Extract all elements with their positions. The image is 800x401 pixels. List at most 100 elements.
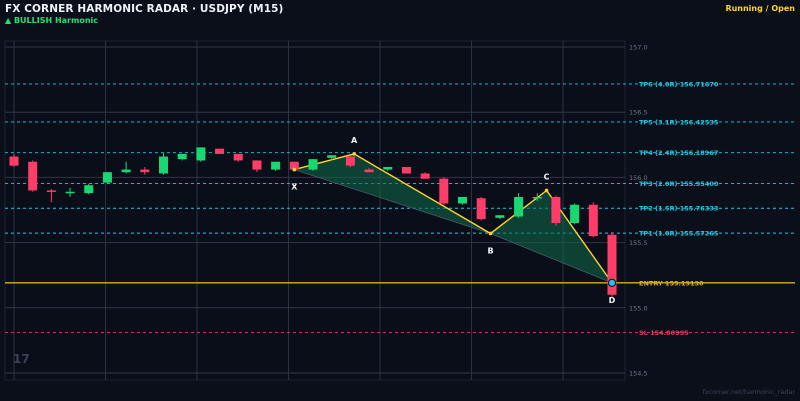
point-label-a: A [351,136,358,145]
candle-body [252,160,262,170]
candle [495,215,505,220]
candle [327,155,337,161]
y-tick-label: 157.0 [629,44,648,52]
candle-body [289,161,299,170]
candle [252,160,262,173]
window-title: FX CORNER HARMONIC RADAR · USDJPY (M15) [5,3,284,15]
candle [196,147,206,162]
candle-body [233,153,243,161]
candle-body [532,196,542,199]
pattern-direction-label: ▲ BULLISH Harmonic [5,16,98,25]
candle-body [588,204,598,237]
candle-body [177,153,187,160]
level-label-entry: ENTRY 155.19130 [639,279,704,287]
candle-body [9,156,19,166]
candle-body [514,196,524,217]
point-label-x: X [291,183,298,192]
candle-body [102,172,112,183]
candle-body [271,161,281,170]
bd-diagonal [490,233,613,284]
xab-triangle [294,153,491,234]
footer-url: fxcorner.net/harmonic_radar [702,388,795,396]
point-label-b: B [487,246,493,255]
candle-body [65,191,75,194]
point-marker-a [352,152,356,156]
status-indicator: Running / Open [725,4,795,13]
point-marker-d [607,278,617,287]
candle [607,232,617,298]
candle [383,166,393,171]
y-tick-label: 154.5 [629,370,648,378]
candle [84,183,94,195]
y-tick-label: 156.5 [629,109,648,117]
candle-body [439,178,449,204]
candle-body [383,166,393,170]
candle-body [458,196,467,204]
candle [215,148,225,154]
candle [308,159,318,171]
candle [532,193,542,201]
candle [345,155,355,167]
candle [102,172,112,184]
candle [401,166,411,174]
candle-body [196,147,206,161]
candle [9,153,19,167]
y-tick-label: 155.0 [629,304,648,312]
candle [159,152,168,175]
level-label-tp6: TP6 (4.0R) 156.71670 [639,80,719,88]
levels [5,83,795,334]
candle-body [420,173,430,179]
candle-body [46,190,56,192]
candle [551,195,561,226]
candle-body [84,185,94,194]
candle [65,187,75,197]
candle [570,203,580,225]
candle [233,153,243,162]
candle [476,196,486,221]
candle [588,202,598,238]
candle [177,153,187,161]
candle [140,166,150,175]
xb-diagonal [294,169,491,234]
candle [271,161,281,171]
candle-body [401,166,411,174]
candle [28,160,38,192]
y-tick-label: 156.0 [629,174,648,182]
point-label-c: C [544,172,550,181]
candle-body [308,159,318,170]
point-label-d: D [609,296,616,305]
candle-body [28,161,38,191]
candle [514,193,524,218]
candle-body [159,156,168,174]
point-marker-b [488,231,493,236]
watermark-label: 17 [13,352,30,366]
candle-body [327,155,337,158]
point-marker-x [292,167,297,172]
candle [364,168,374,173]
candle-body [364,169,374,173]
candles [9,147,617,298]
candle-body [140,169,150,173]
candle-body [570,204,580,224]
candle [46,189,56,203]
candle-body [121,169,131,173]
candle-body [495,215,505,218]
candle [439,177,449,205]
candle [121,161,131,174]
candle-body [551,196,561,224]
candle-body [215,148,225,154]
level-label-tp3: TP3 (2.0R) 155.95400 [639,180,719,188]
labels: 157.0 156.5 156.0 155.5 155.0 154.5 17 TP6 (4.0… [13,44,719,378]
candle-body [607,234,617,295]
candle [420,172,430,179]
level-label-sl: SL 154.80995 [639,329,689,337]
level-label-tp2: TP2 (1.5R) 155.76333 [639,205,718,213]
point-marker-c [544,188,549,193]
level-label-tp4: TP4 (2.4R) 156.18967 [639,149,718,157]
candle-body [476,198,486,220]
y-tick-label: 155.5 [629,239,648,247]
candle [458,196,467,205]
level-label-tp1: TP1 (1.0R) 155.57265 [639,230,719,238]
